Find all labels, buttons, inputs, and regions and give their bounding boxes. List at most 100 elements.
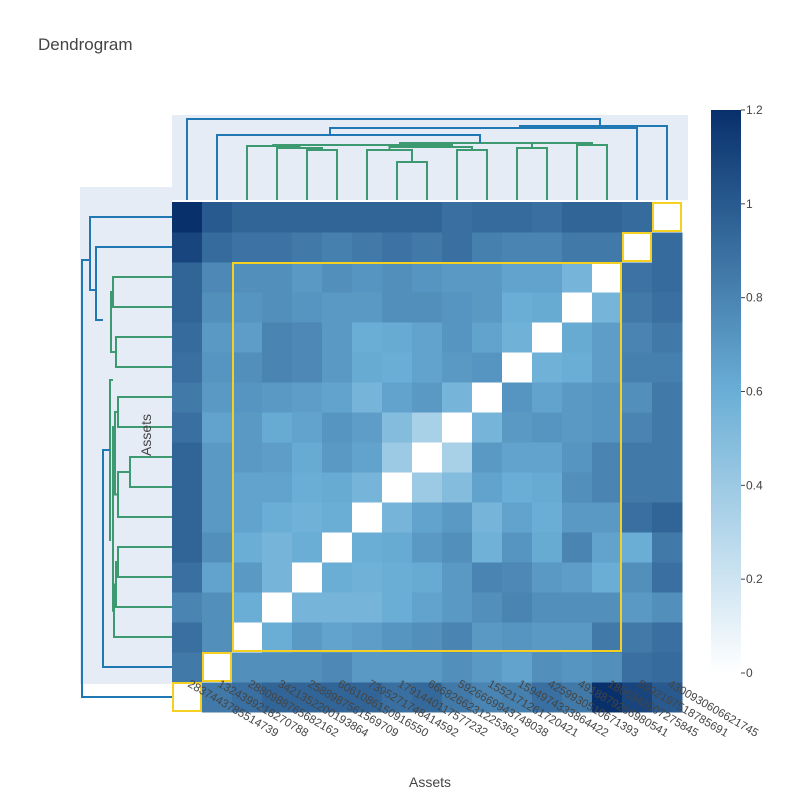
heatmap-cell — [292, 262, 323, 293]
heatmap-cell — [622, 412, 653, 443]
heatmap-cell — [622, 292, 653, 323]
heatmap-cell — [592, 622, 623, 653]
heatmap-cell — [172, 502, 203, 533]
dendrogram-link — [81, 259, 172, 698]
heatmap-cell — [442, 622, 473, 653]
heatmap-cell — [652, 262, 683, 293]
dendrogram-link — [186, 118, 601, 200]
heatmap-cell — [562, 232, 593, 263]
heatmap-cell — [382, 412, 413, 443]
heatmap-cell — [622, 442, 653, 473]
heatmap-cell — [292, 622, 323, 653]
heatmap-cell — [262, 292, 293, 323]
heatmap-cell — [532, 412, 563, 443]
heatmap-cell — [352, 472, 383, 503]
heatmap-cell — [532, 322, 563, 353]
heatmap-cell — [562, 412, 593, 443]
heatmap-cell — [652, 232, 683, 263]
heatmap-cell — [562, 292, 593, 323]
heatmap-cell — [382, 532, 413, 563]
heatmap-cell — [442, 562, 473, 593]
heatmap-cell — [412, 442, 443, 473]
heatmap-cell — [202, 502, 233, 533]
dendrogram-link — [216, 134, 481, 200]
heatmap-cell — [262, 682, 293, 713]
dendrogram-link — [110, 291, 116, 353]
x-axis-label: Assets — [409, 774, 451, 790]
cluster-box — [652, 202, 682, 232]
heatmap-cell — [562, 652, 593, 683]
heatmap-cell — [532, 652, 563, 683]
heatmap-cell — [382, 262, 413, 293]
heatmap-cell — [412, 652, 443, 683]
heatmap-cell — [292, 472, 323, 503]
heatmap-cell — [472, 442, 503, 473]
heatmap-cell — [622, 622, 653, 653]
heatmap-cell — [232, 232, 263, 263]
heatmap-cell — [172, 532, 203, 563]
heatmap-cell — [652, 502, 683, 533]
heatmap-cell — [652, 322, 683, 353]
heatmap-cell — [172, 472, 203, 503]
heatmap-cell — [292, 412, 323, 443]
heatmap-cell — [232, 622, 263, 653]
dendrogram-link — [399, 142, 560, 145]
heatmap-cell — [592, 292, 623, 323]
heatmap-cell — [322, 322, 353, 353]
cluster-highlight-boxes — [172, 202, 682, 712]
heatmap-cell — [292, 292, 323, 323]
heatmap-cell — [262, 412, 293, 443]
heatmap-cell — [562, 502, 593, 533]
heatmap-cell — [472, 652, 503, 683]
heatmap-cell — [322, 202, 353, 233]
heatmap-cell — [382, 232, 413, 263]
heatmap-cell — [592, 382, 623, 413]
heatmap-cell — [232, 652, 263, 683]
heatmap-cell — [652, 532, 683, 563]
heatmap-cell — [562, 592, 593, 623]
heatmap-cell — [172, 562, 203, 593]
heatmap-cell — [562, 202, 593, 233]
heatmap-cell — [382, 292, 413, 323]
heatmap-cell — [652, 412, 683, 443]
heatmap-cell — [382, 562, 413, 593]
heatmap-cell — [622, 592, 653, 623]
heatmap-cell — [322, 352, 353, 383]
heatmap-cell — [352, 442, 383, 473]
heatmap-cell — [382, 442, 413, 473]
heatmap-cell — [592, 592, 623, 623]
heatmap-cell — [622, 382, 653, 413]
heatmap-cell — [382, 502, 413, 533]
heatmap-cell — [292, 682, 323, 713]
heatmap-cell — [232, 352, 263, 383]
heatmap-cell — [262, 622, 293, 653]
heatmap-cell — [352, 682, 383, 713]
heatmap-cell — [172, 292, 203, 323]
heatmap-cell — [292, 322, 323, 353]
dendrogram-link — [519, 125, 668, 200]
heatmap-cell — [292, 532, 323, 563]
heatmap-cell — [442, 472, 473, 503]
heatmap-cell — [322, 382, 353, 413]
dendrogram-link — [89, 216, 172, 291]
heatmap-cell — [232, 472, 263, 503]
heatmap-cell — [622, 322, 653, 353]
dendrogram-link — [102, 449, 172, 668]
heatmap-cell — [202, 622, 233, 653]
dendrogram-link — [114, 411, 118, 496]
heatmap-cell — [442, 682, 473, 713]
heatmap-cell — [472, 262, 503, 293]
colorbar-ticks: 0 0.2 0.4 0.6 0.8 1 1.2 — [741, 103, 763, 680]
heatmap-cell — [502, 622, 533, 653]
colorbar-tick-label: 0.2 — [746, 572, 763, 586]
heatmap-cell — [382, 472, 413, 503]
dendrogram-link — [112, 426, 115, 612]
heatmap-cell — [652, 592, 683, 623]
x-tick-labels: 2837443785514739132439921827078828809887… — [186, 678, 761, 740]
heatmap-cell — [172, 412, 203, 443]
heatmap-cell — [502, 592, 533, 623]
heatmap-cell — [262, 442, 293, 473]
heatmap-cell — [322, 532, 353, 563]
heatmap-cell — [292, 442, 323, 473]
heatmap-cell — [262, 262, 293, 293]
